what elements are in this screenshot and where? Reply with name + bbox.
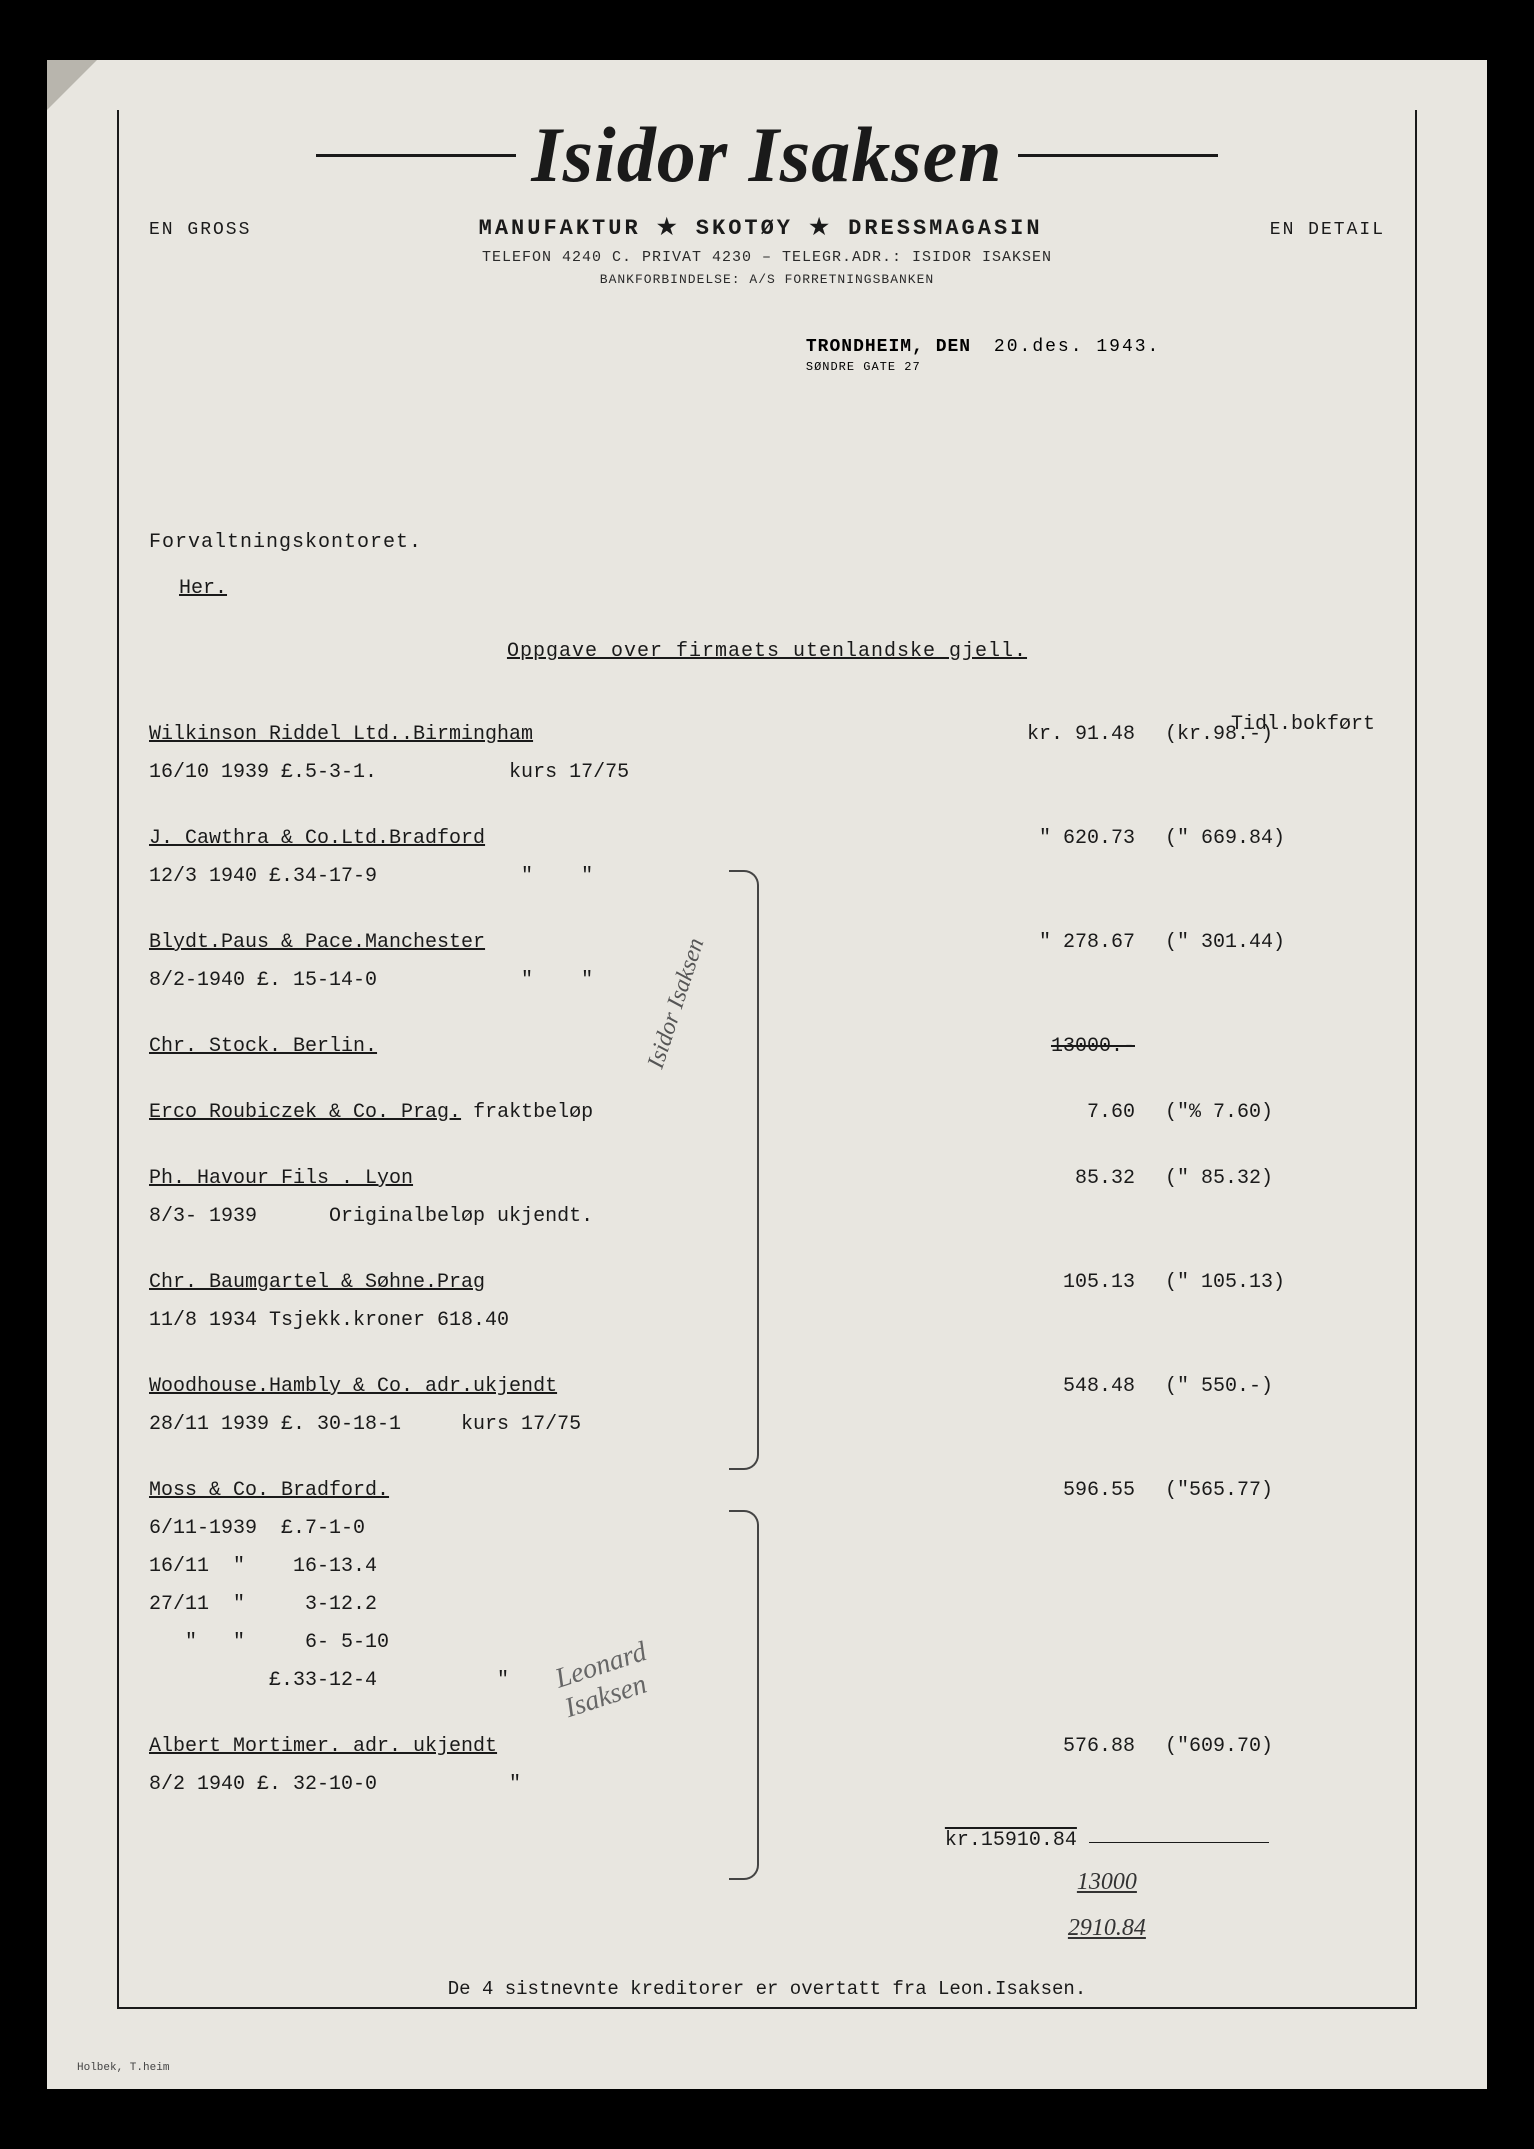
amount: " 278.67	[995, 924, 1165, 962]
booked-amount: ("609.70)	[1165, 1728, 1385, 1766]
corner-fold	[47, 60, 97, 110]
letterhead: Isidor Isaksen EN GROSS MANUFAKTUR ★ SKO…	[119, 110, 1415, 287]
amount: " 620.73	[995, 820, 1165, 858]
date-address: SØNDRE GATE 27	[806, 360, 1415, 374]
booked-amount: (" 669.84)	[1165, 820, 1385, 858]
amount: 85.32	[995, 1160, 1165, 1198]
subject-line: Oppgave over firmaets utenlandske gjell.	[149, 633, 1385, 671]
entry-row: Moss & Co. Bradford.6/11-1939 £.7-1-0 16…	[149, 1472, 1385, 1700]
entry-row: Woodhouse.Hambly & Co. adr.ukjendt28/11 …	[149, 1368, 1385, 1444]
amount: 548.48	[995, 1368, 1165, 1406]
products-line: MANUFAKTUR ★ SKOTØY ★ DRESSMAGASIN	[479, 215, 1043, 241]
creditor-name: Wilkinson Riddel Ltd..Birmingham	[149, 716, 533, 754]
creditor-name: Albert Mortimer. adr. ukjendt	[149, 1728, 497, 1766]
entry-row: Chr. Stock. Berlin. 13000.-	[149, 1028, 1385, 1066]
company-name: Isidor Isaksen	[531, 110, 1002, 200]
booked-amount: ("565.77)	[1165, 1472, 1385, 1510]
booked-amount: (" 85.32)	[1165, 1160, 1385, 1198]
date-value: 20.des. 1943.	[994, 337, 1160, 357]
booked-amount: (" 105.13)	[1165, 1264, 1385, 1302]
totals-block: kr.15910.84 13000 2910.84	[829, 1822, 1385, 1951]
creditor-name: Woodhouse.Hambly & Co. adr.ukjendt	[149, 1368, 557, 1406]
entry-detail: 28/11 1939 £. 30-18-1 kurs 17/75	[149, 1406, 995, 1444]
entry-detail: 16/10 1939 £.5-3-1. kurs 17/75	[149, 754, 995, 792]
creditor-name: J. Cawthra & Co.Ltd.Bradford	[149, 820, 485, 858]
entry-row: J. Cawthra & Co.Ltd.Bradford12/3 1940 £.…	[149, 820, 1385, 896]
footer-note: De 4 sistnevnte kreditorer er overtatt f…	[149, 1971, 1385, 2007]
creditor-name: Chr. Stock. Berlin.	[149, 1028, 377, 1066]
date-city: TRONDHEIM, DEN	[806, 337, 971, 357]
entry-detail: 12/3 1940 £.34-17-9 " "	[149, 858, 995, 896]
creditor-name: Erco Roubiczek & Co. Prag.	[149, 1094, 461, 1132]
label-en-detail: EN DETAIL	[1270, 220, 1385, 240]
booked-amount: (" 301.44)	[1165, 924, 1385, 962]
hand-total-2: 2910.84	[829, 1906, 1385, 1952]
addressee-location: Her.	[179, 570, 1385, 608]
amount: kr. 91.48	[995, 716, 1165, 754]
entry-detail: 8/3- 1939 Originalbeløp ukjendt.	[149, 1198, 995, 1236]
creditor-name: Blydt.Paus & Pace.Manchester	[149, 924, 485, 962]
booked-amount: ("% 7.60)	[1165, 1094, 1385, 1132]
creditor-name: Chr. Baumgartel & Søhne.Prag	[149, 1264, 485, 1302]
entry-row: Wilkinson Riddel Ltd..Birmingham16/10 19…	[149, 716, 1385, 792]
booked-amount: (kr.98.-)	[1165, 716, 1385, 754]
name-suffix: fraktbeløp	[461, 1101, 593, 1124]
amount: 13000.-	[995, 1028, 1165, 1066]
rule-left	[316, 154, 516, 157]
hand-total-1: 13000	[829, 1860, 1385, 1906]
entry-detail: 8/2-1940 £. 15-14-0 " "	[149, 962, 995, 1000]
document-page: Isidor Isaksen EN GROSS MANUFAKTUR ★ SKO…	[47, 60, 1487, 2089]
creditor-name: Moss & Co. Bradford.	[149, 1472, 389, 1510]
amount: 7.60	[995, 1094, 1165, 1132]
amount: 105.13	[995, 1264, 1165, 1302]
booked-amount: (" 550.-)	[1165, 1368, 1385, 1406]
entry-row: Erco Roubiczek & Co. Prag. fraktbeløp 7.6…	[149, 1094, 1385, 1132]
entry-row: Chr. Baumgartel & Søhne.Prag11/8 1934 Ts…	[149, 1264, 1385, 1340]
creditor-name: Ph. Havour Fils . Lyon	[149, 1160, 413, 1198]
date-block: TRONDHEIM, DEN 20.des. 1943. SØNDRE GATE…	[806, 337, 1415, 374]
entry-row: Albert Mortimer. adr. ukjendt8/2 1940 £.…	[149, 1728, 1385, 1804]
entry-detail: 6/11-1939 £.7-1-0 16/11 " 16-13.4 27/11 …	[149, 1510, 995, 1700]
label-en-gross: EN GROSS	[149, 220, 251, 240]
sum-total: kr.15910.84	[945, 1829, 1077, 1852]
entry-detail: 8/2 1940 £. 32-10-0 "	[149, 1766, 995, 1804]
amount: 596.55	[995, 1472, 1165, 1510]
bank-line: BANKFORBINDELSE: A/S FORRETNINGSBANKEN	[119, 272, 1415, 287]
printer-mark: Holbek, T.heim	[77, 2062, 169, 2074]
entry-row: Ph. Havour Fils . Lyon8/3- 1939 Original…	[149, 1160, 1385, 1236]
entry-row: Blydt.Paus & Pace.Manchester8/2-1940 £. …	[149, 924, 1385, 1000]
addressee-name: Forvaltningskontoret.	[149, 524, 1385, 562]
entries-list: Wilkinson Riddel Ltd..Birmingham16/10 19…	[149, 716, 1385, 1804]
amount: 576.88	[995, 1728, 1165, 1766]
rule-right	[1018, 154, 1218, 157]
entry-detail: 11/8 1934 Tsjekk.kroner 618.40	[149, 1302, 995, 1340]
document-body: Forvaltningskontoret. Her. Oppgave over …	[119, 524, 1415, 2007]
contact-line: TELEFON 4240 C. PRIVAT 4230 – TELEGR.ADR…	[119, 249, 1415, 266]
